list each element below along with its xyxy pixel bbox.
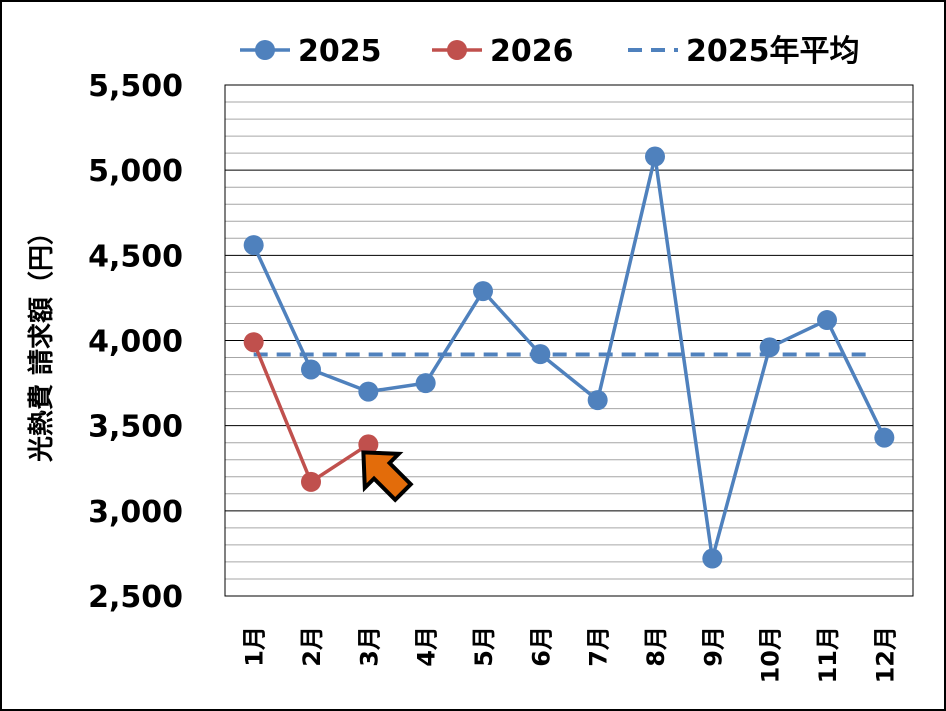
y-axis-ticks: 2,500 3,000 3,500 4,000 4,500 5,000 5,500	[88, 69, 183, 615]
data-point-2025	[358, 381, 379, 402]
legend-label: 2025	[298, 34, 382, 69]
legend-label: 2026	[490, 34, 574, 69]
data-point-2025	[874, 427, 895, 448]
data-point-2025	[415, 373, 436, 394]
x-axis-ticks: 1月 2月 3月 4月 5月 6月 7月 8月 9月 10月 11月 12月	[241, 626, 900, 683]
y-tick-label: 3,500	[88, 410, 183, 445]
data-point-2025	[243, 235, 264, 256]
x-tick-label: 6月	[527, 626, 555, 667]
data-point-2025	[301, 359, 321, 380]
x-tick-label: 7月	[585, 626, 613, 667]
data-point-2025	[702, 548, 723, 569]
x-tick-label: 5月	[470, 626, 498, 667]
arrow-polygon	[361, 450, 414, 503]
x-tick-label: 8月	[642, 626, 670, 667]
x-tick-label: 11月	[814, 626, 842, 683]
y-tick-label: 5,500	[88, 69, 183, 104]
data-point-2025	[473, 281, 493, 302]
x-tick-label: 9月	[699, 626, 727, 667]
data-point-2025	[759, 337, 780, 358]
legend-marker	[255, 40, 275, 60]
series-line-2025	[252, 156, 886, 559]
data-point-2026	[358, 434, 379, 455]
y-tick-label: 4,500	[88, 239, 183, 274]
data-point-2026	[243, 332, 264, 353]
y-tick-label: 4,000	[88, 325, 183, 360]
data-point-2025	[645, 146, 665, 167]
plot-area	[224, 84, 914, 597]
x-tick-label: 4月	[413, 626, 441, 667]
x-tick-label: 3月	[355, 626, 383, 667]
y-tick-label: 5,000	[88, 154, 183, 189]
x-tick-label: 2月	[298, 626, 326, 667]
y-tick-label: 2,500	[88, 580, 183, 615]
y-tick-label: 3,000	[88, 495, 183, 530]
legend-marker	[447, 40, 467, 60]
x-tick-label: 12月	[871, 626, 899, 683]
data-point-2025	[587, 390, 608, 411]
x-tick-label: 10月	[757, 626, 785, 683]
data-point-2026	[301, 471, 321, 492]
series-group	[243, 146, 895, 569]
data-point-2025	[817, 310, 837, 331]
legend-label: 2025年平均	[686, 34, 860, 69]
arrow-annotation-icon	[361, 450, 414, 503]
arrow-icon-shape	[361, 450, 414, 503]
y-axis-label: 光熱費 請求額（円）	[26, 219, 57, 463]
x-tick-label: 1月	[241, 626, 269, 667]
legend: 2025 2026 2025年平均	[240, 34, 860, 69]
data-point-2025	[530, 344, 551, 365]
